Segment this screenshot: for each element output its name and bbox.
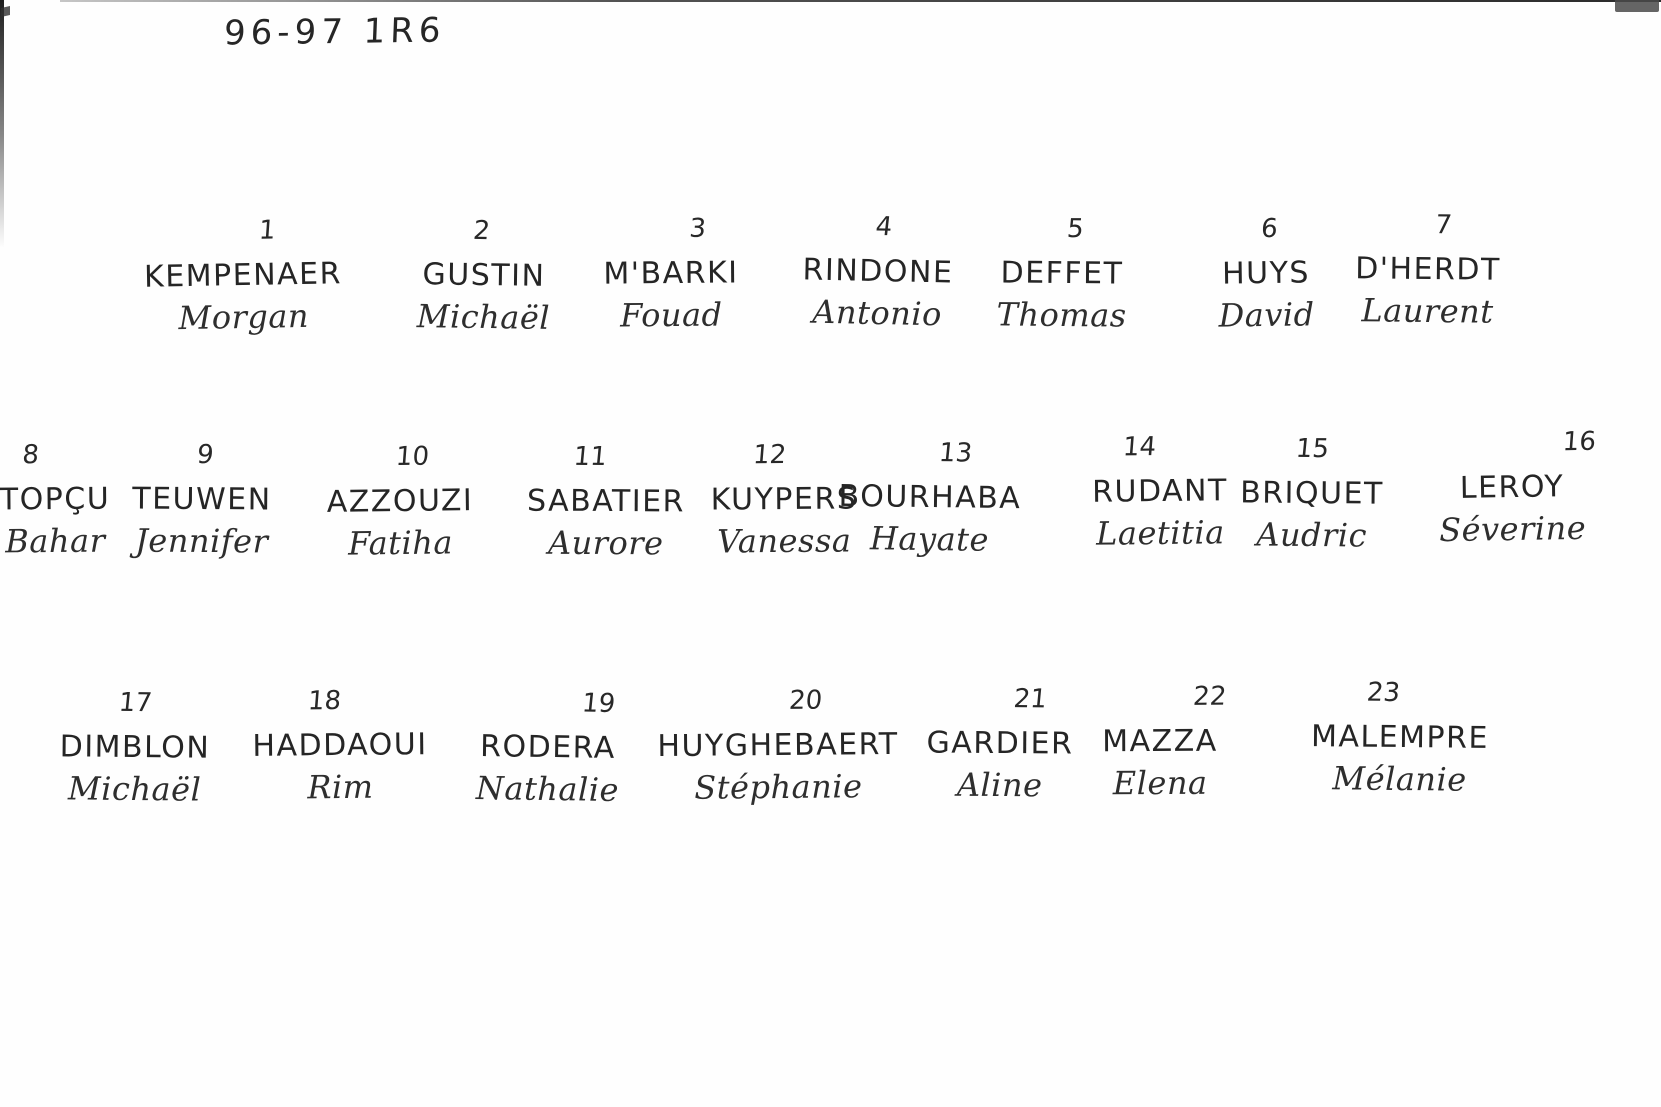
roster-surname: MAZZA (1102, 723, 1218, 760)
roster-firstname: Bahar (5, 521, 106, 561)
roster-entry: 8 TOPÇU Bahar (0, 438, 111, 561)
roster-entry: 17 DIMBLON Michaël (59, 685, 211, 809)
roster-surname: HUYGHEBAERT (657, 726, 899, 765)
roster-surname: HADDAOUI (252, 727, 428, 764)
roster-firstname: Fatiha (347, 523, 454, 563)
roster-firstname: Laetitia (1095, 513, 1225, 553)
roster-surname: TEUWEN (132, 481, 272, 518)
roster-entry: 13 BOURHABA Hayate (838, 435, 1022, 559)
roster-number: 4 (874, 211, 894, 243)
roster-entry: 11 SABATIER Aurore (527, 440, 686, 563)
roster-firstname: Michaël (416, 297, 551, 337)
roster-firstname: Morgan (178, 296, 310, 338)
roster-surname: D'HERDT (1354, 251, 1501, 288)
roster-surname: BOURHABA (838, 478, 1022, 517)
roster-number: 22 (1191, 681, 1228, 712)
roster-surname: GARDIER (926, 725, 1074, 762)
roster-firstname: Stéphanie (694, 767, 863, 807)
roster-firstname: Thomas (996, 295, 1127, 335)
roster-entry: 22 MAZZA Elena (1102, 680, 1227, 803)
roster-number: 5 (1065, 214, 1086, 245)
roster-surname: MALEMPRE (1310, 719, 1490, 756)
roster-entry: 2 GUSTIN Michaël (417, 213, 552, 337)
roster-surname: DEFFET (1000, 255, 1124, 292)
roster-number: 8 (21, 440, 41, 471)
roster-entry: 7 D'HERDT Laurent (1355, 207, 1502, 331)
roster-firstname: Aurore (547, 523, 664, 563)
roster-number: 18 (306, 685, 343, 717)
roster-entry: 18 HADDAOUI Rim (252, 683, 428, 807)
roster-number: 3 (688, 213, 708, 244)
roster-firstname: Fouad (620, 295, 723, 335)
scan-artifact-left-tick (1, 6, 10, 17)
roster-surname: SABATIER (526, 483, 686, 520)
page-title: 96-97 1R6 (223, 10, 447, 54)
roster-number: 15 (1294, 433, 1331, 465)
roster-number: 2 (471, 215, 492, 247)
scan-artifact-corner-block (1615, 0, 1659, 12)
roster-number: 1 (257, 215, 277, 246)
roster-firstname: Hayate (869, 519, 990, 559)
roster-firstname: Michaël (67, 769, 202, 809)
roster-number: 7 (1433, 210, 1454, 241)
roster-number: 13 (937, 438, 974, 469)
roster-surname: BRIQUET (1240, 475, 1384, 512)
roster-number: 6 (1260, 213, 1279, 245)
roster-number: 14 (1121, 432, 1158, 463)
roster-entry: 6 HUYS David (1217, 211, 1315, 335)
roster-entry: 16 LEROY Séverine (1438, 425, 1597, 550)
roster-surname: GUSTIN (422, 257, 546, 294)
scan-artifact-top-line (60, 0, 1661, 2)
roster-number: 19 (580, 688, 617, 719)
roster-firstname: Jennifer (134, 521, 269, 561)
roster-firstname: Audric (1256, 515, 1368, 555)
roster-number: 16 (1561, 426, 1597, 458)
roster-firstname: Aline (956, 765, 1043, 805)
roster-surname: DIMBLON (59, 729, 211, 766)
roster-firstname: Nathalie (475, 768, 620, 809)
roster-entry: 12 KUYPERS Vanessa (710, 437, 858, 561)
roster-firstname: Elena (1112, 763, 1208, 803)
roster-surname: TOPÇU (0, 481, 111, 518)
roster-entry: 15 BRIQUET Audric (1240, 431, 1385, 555)
roster-surname: KUYPERS (710, 481, 858, 518)
scan-artifact-left-streak (0, 0, 4, 248)
roster-firstname: Séverine (1438, 508, 1587, 550)
roster-entry: 5 DEFFET Thomas (996, 211, 1127, 335)
roster-firstname: Mélanie (1332, 759, 1467, 799)
roster-surname: RODERA (479, 729, 617, 766)
roster-number: 20 (787, 685, 824, 716)
roster-number: 17 (117, 687, 154, 719)
roster-entry: 14 RUDANT Laetitia (1091, 429, 1229, 553)
roster-entry: 21 GARDIER Aline (926, 681, 1074, 804)
roster-number: 12 (751, 439, 788, 471)
roster-surname: KEMPENAER (143, 256, 343, 295)
roster-entry: 10 AZZOUZI Fatiha (326, 439, 474, 563)
roster-entry: 19 RODERA Nathalie (476, 685, 621, 809)
roster-entry: 3 M'BARKI Fouad (603, 211, 739, 335)
roster-surname: LEROY (1459, 469, 1565, 506)
roster-number: 10 (394, 441, 431, 473)
roster-surname: M'BARKI (603, 255, 739, 292)
roster-number: 9 (195, 439, 215, 471)
roster-firstname: Rim (307, 767, 374, 807)
roster-firstname: David (1218, 295, 1315, 335)
roster-surname: RUDANT (1091, 473, 1229, 510)
roster-number: 23 (1365, 677, 1402, 708)
roster-entry: 9 TEUWEN Jennifer (132, 438, 272, 561)
roster-entry: 23 MALEMPRE Mélanie (1310, 675, 1489, 799)
roster-surname: HUYS (1221, 255, 1311, 292)
roster-entry: 20 HUYGHEBAERT Stéphanie (657, 683, 899, 807)
roster-surname: RINDONE (802, 252, 954, 291)
roster-surname: AZZOUZI (326, 483, 474, 520)
roster-number: 21 (1012, 684, 1049, 715)
roster-entry: 1 KEMPENAER Morgan (143, 212, 343, 337)
roster-firstname: Vanessa (717, 521, 852, 561)
roster-firstname: Laurent (1361, 291, 1494, 331)
roster-number: 11 (572, 441, 609, 472)
roster-firstname: Antonio (812, 292, 943, 334)
roster-entry: 4 RINDONE Antonio (801, 208, 954, 333)
